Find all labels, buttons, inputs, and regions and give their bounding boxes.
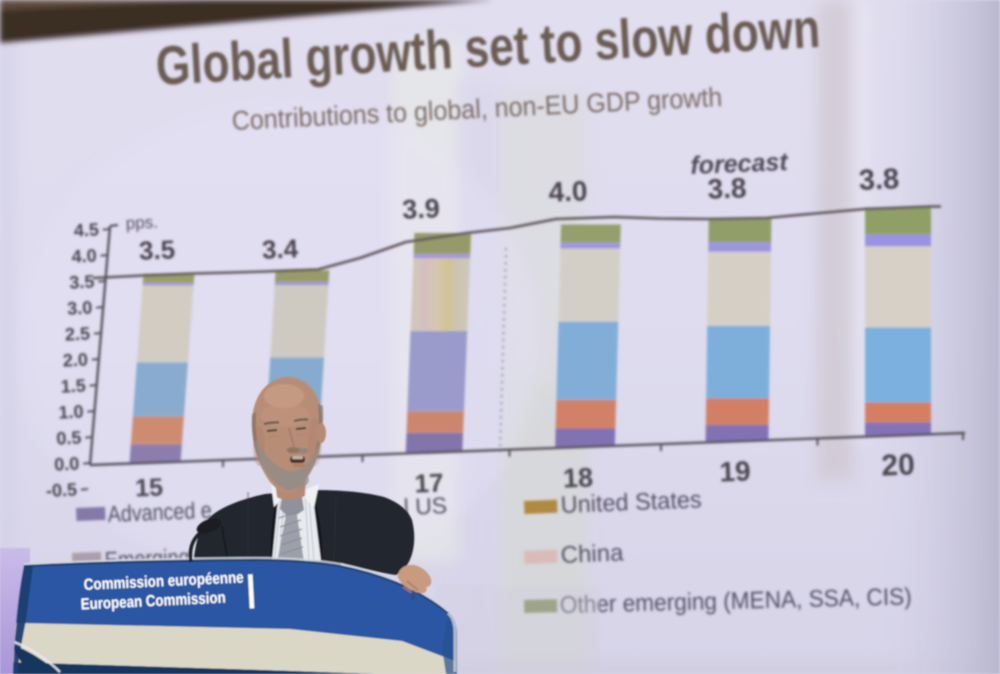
svg-text:2.5: 2.5 — [65, 324, 91, 345]
svg-text:3.5: 3.5 — [69, 272, 95, 293]
svg-text:forecast: forecast — [690, 148, 790, 180]
svg-text:European Commission: European Commission — [80, 590, 226, 614]
svg-text:3.5: 3.5 — [138, 234, 175, 265]
svg-text:2.0: 2.0 — [62, 350, 88, 371]
svg-text:Advanced e: Advanced e — [107, 497, 212, 527]
svg-text:17: 17 — [414, 467, 444, 498]
svg-text:19: 19 — [719, 455, 751, 487]
svg-text:15: 15 — [135, 473, 164, 502]
svg-text:1.5: 1.5 — [60, 376, 86, 397]
svg-text:-0.5: -0.5 — [46, 480, 78, 501]
svg-text:United States: United States — [560, 486, 702, 519]
svg-text:20: 20 — [881, 448, 916, 482]
svg-text:4.0: 4.0 — [548, 175, 588, 208]
svg-text:0.0: 0.0 — [54, 454, 80, 475]
svg-text:3.8: 3.8 — [858, 163, 900, 197]
svg-text:pps.: pps. — [125, 213, 158, 233]
svg-text:3.8: 3.8 — [707, 172, 747, 205]
svg-text:China: China — [560, 539, 624, 569]
svg-text:4.5: 4.5 — [73, 220, 99, 241]
svg-text:1.0: 1.0 — [58, 402, 84, 423]
svg-text:18: 18 — [562, 462, 593, 493]
svg-text:3.4: 3.4 — [261, 233, 299, 265]
svg-text:4.0: 4.0 — [71, 246, 97, 267]
svg-text:l US: l US — [403, 492, 447, 520]
svg-text:0.5: 0.5 — [56, 428, 82, 449]
svg-text:3.9: 3.9 — [402, 193, 441, 225]
svg-text:3.0: 3.0 — [67, 298, 93, 319]
